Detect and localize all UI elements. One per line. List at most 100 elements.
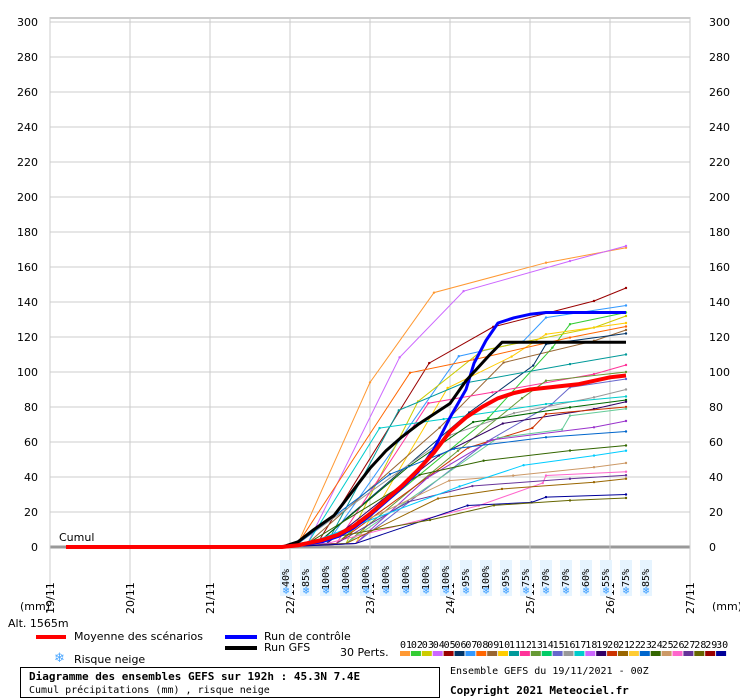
perturbation-point (368, 381, 372, 384)
snow-risk-pct: 75% (621, 569, 632, 587)
control-legend-label: Run de contrôle (264, 630, 351, 643)
perturbation-point (624, 395, 628, 398)
perturbation-point (448, 479, 451, 482)
pert-swatch (574, 651, 585, 656)
pert-number: 16 (564, 640, 576, 651)
snow-risk-pct: 85% (301, 569, 312, 587)
y-unit-right: (mm) (712, 600, 740, 613)
gfs-legend-label: Run GFS (264, 641, 311, 654)
perturbation-point (532, 364, 535, 367)
perturbation-point (568, 477, 572, 481)
y-tick-label: 20 (24, 506, 38, 519)
perturbation-point (624, 363, 628, 367)
perturbation-point (452, 447, 456, 451)
pert-swatch (585, 651, 596, 656)
snowflake-icon: ❄ (503, 584, 510, 597)
y-tick-label: 280 (17, 51, 38, 64)
pert-number: 06 (455, 640, 467, 651)
snow-risk-pct: 100% (321, 566, 332, 590)
pert-number: 02 (411, 640, 423, 651)
snowflake-icon: ❄ (623, 584, 630, 597)
perturbation-point (568, 362, 572, 366)
x-tick-label: 19/11 (44, 582, 57, 614)
perturbation-point (624, 244, 628, 248)
perturbation-point (624, 328, 628, 332)
perturbation-point (442, 417, 445, 421)
y-tick-label: 140 (17, 296, 38, 309)
snow-risk-cell (320, 560, 332, 596)
x-tick-label: 21/11 (204, 582, 217, 614)
y-unit-left: (mm) (20, 600, 50, 613)
perturbation-point (592, 299, 596, 303)
perturbation-point (568, 499, 572, 502)
perturbation-point (531, 426, 534, 430)
snow-risk-cell (400, 560, 412, 596)
x-tick-label: 27/11 (684, 582, 697, 614)
snow-risk-pct: 100% (421, 566, 432, 590)
alt-label: Alt. 1565m (8, 617, 69, 630)
perturbation-point (624, 496, 628, 500)
cumul-label: Cumul (59, 531, 94, 544)
perturbation-point (568, 406, 572, 409)
snow-risk-pct: 100% (341, 566, 352, 590)
y-tick-label: 260 (17, 86, 38, 99)
pert-number: 24 (651, 640, 663, 651)
y-axis-left: 0 20 40 60 80 100 120 140 160 180 200 220 240 260 280 3… (17, 16, 38, 554)
perturbation-point (544, 333, 548, 336)
perturbation-point (592, 466, 596, 469)
pert-swatch (541, 651, 552, 656)
perturbation-line (281, 494, 627, 548)
snowflake-icon: ❄ (54, 651, 65, 666)
pert-swatch (454, 651, 465, 656)
y-tick-label: 80 (709, 401, 723, 414)
pert-number: 11 (509, 640, 521, 651)
pert-swatch (716, 651, 727, 656)
perturbation-point (471, 484, 474, 488)
perturbation-point (544, 495, 548, 499)
y-tick-label: 260 (709, 86, 730, 99)
perturbation-point (560, 428, 564, 431)
y-tick-label: 40 (709, 471, 723, 484)
perturbation-point (624, 470, 628, 473)
perturbation-line (281, 364, 627, 548)
pert-swatch (498, 651, 509, 656)
y-tick-label: 60 (24, 436, 38, 449)
perturbation-point (512, 474, 515, 477)
x-tick-label: 20/11 (124, 582, 137, 614)
snowflake-icon: ❄ (583, 584, 590, 597)
pert-swatch (639, 651, 650, 656)
mean-legend-swatch (36, 635, 66, 639)
pert-swatch (618, 651, 628, 656)
snow-risk-cell (500, 560, 512, 596)
pert-number: 03 (422, 640, 434, 651)
perturbation-point (624, 332, 628, 335)
pert-number: 19 (596, 640, 608, 651)
y-tick-label: 100 (709, 366, 730, 379)
y-tick-label: 240 (709, 121, 730, 134)
pert-swatch (509, 651, 519, 656)
snow-risk-cell (380, 560, 392, 596)
snow-risk-pct: 70% (541, 569, 552, 587)
pert-swatch (628, 651, 639, 656)
snow-risk-cell (360, 560, 372, 596)
snow-risk-pct: 70% (561, 569, 572, 587)
perturbation-point (624, 493, 628, 496)
perturbation-point (544, 402, 548, 406)
snow-risk-cell (460, 560, 472, 596)
pert-number: 04 (433, 640, 445, 651)
perturbation-point (624, 430, 628, 433)
snow-risk-cell (300, 560, 312, 596)
perturbation-point (568, 449, 572, 452)
perturbation-point (456, 449, 460, 452)
snow-risk-row: 40%❄85%❄100%❄100%❄100%❄100%❄100%❄100%❄10… (280, 560, 652, 597)
perturbation-point (624, 449, 628, 452)
pert-swatch (694, 651, 705, 656)
y-tick-label: 140 (709, 296, 730, 309)
perturbation-point (522, 463, 525, 467)
pert-swatch (410, 651, 421, 656)
perturbation-point (544, 261, 548, 264)
pert-swatch (519, 651, 530, 656)
perturbation-point (446, 386, 449, 390)
pert-swatch (465, 651, 476, 656)
perturbation-point (544, 316, 548, 319)
